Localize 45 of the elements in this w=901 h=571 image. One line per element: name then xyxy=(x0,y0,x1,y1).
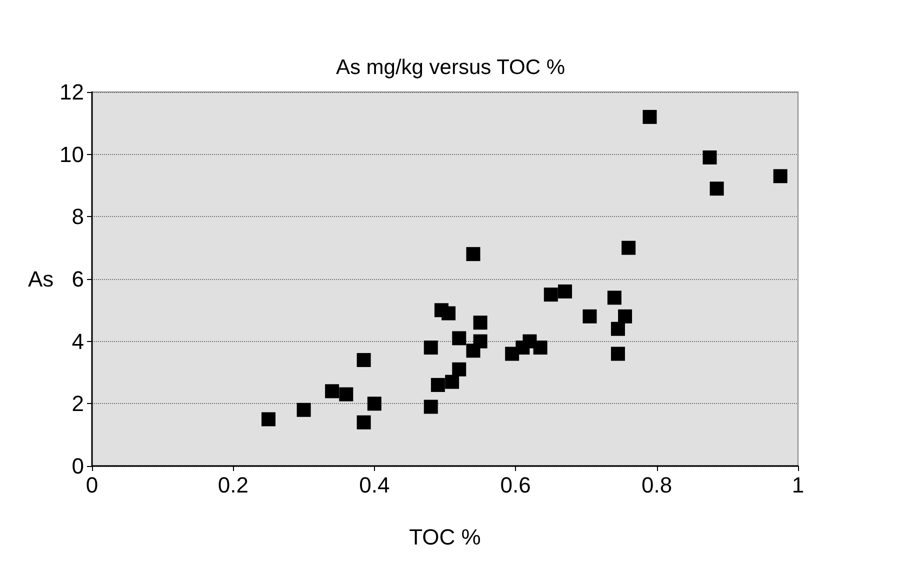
point xyxy=(473,334,488,348)
point xyxy=(262,412,276,426)
y-tick-label: 10 xyxy=(60,142,84,167)
point xyxy=(452,331,466,346)
point xyxy=(558,284,572,298)
point xyxy=(473,316,488,330)
point xyxy=(610,322,625,336)
chart-title: As mg/kg versus TOC % xyxy=(336,56,566,79)
point xyxy=(544,288,558,302)
point xyxy=(452,362,466,376)
x-tick-label: 0.4 xyxy=(359,472,390,498)
x-tick-label: 0.6 xyxy=(500,472,531,498)
point xyxy=(622,240,636,255)
y-axis-title: As xyxy=(28,266,54,292)
point xyxy=(356,415,371,430)
point xyxy=(466,247,480,262)
point xyxy=(533,340,548,355)
point xyxy=(582,309,597,324)
y-tick-label: 4 xyxy=(72,328,84,354)
point xyxy=(424,400,438,414)
y-tick-label: 6 xyxy=(72,266,84,292)
point xyxy=(430,378,445,392)
point xyxy=(424,340,438,355)
point xyxy=(702,150,717,164)
point xyxy=(367,396,382,411)
point xyxy=(296,402,311,417)
point xyxy=(610,346,625,361)
x-tick-label: 0.2 xyxy=(218,472,248,498)
point xyxy=(442,306,456,320)
x-tick-label: 1 xyxy=(792,472,804,498)
point xyxy=(356,353,371,368)
y-tick-label: 2 xyxy=(72,391,84,416)
y-tick-label: 0 xyxy=(72,454,84,478)
x-tick-label: 0.8 xyxy=(642,472,672,498)
y-tick-label: 8 xyxy=(72,204,84,230)
point xyxy=(642,110,657,124)
point xyxy=(445,374,460,389)
point xyxy=(710,182,724,196)
point xyxy=(607,290,622,305)
x-axis-title: TOC % xyxy=(409,524,481,550)
point xyxy=(618,309,632,324)
point xyxy=(773,169,788,184)
point xyxy=(339,387,354,402)
y-tick-label: 12 xyxy=(60,80,84,104)
point xyxy=(325,384,340,398)
